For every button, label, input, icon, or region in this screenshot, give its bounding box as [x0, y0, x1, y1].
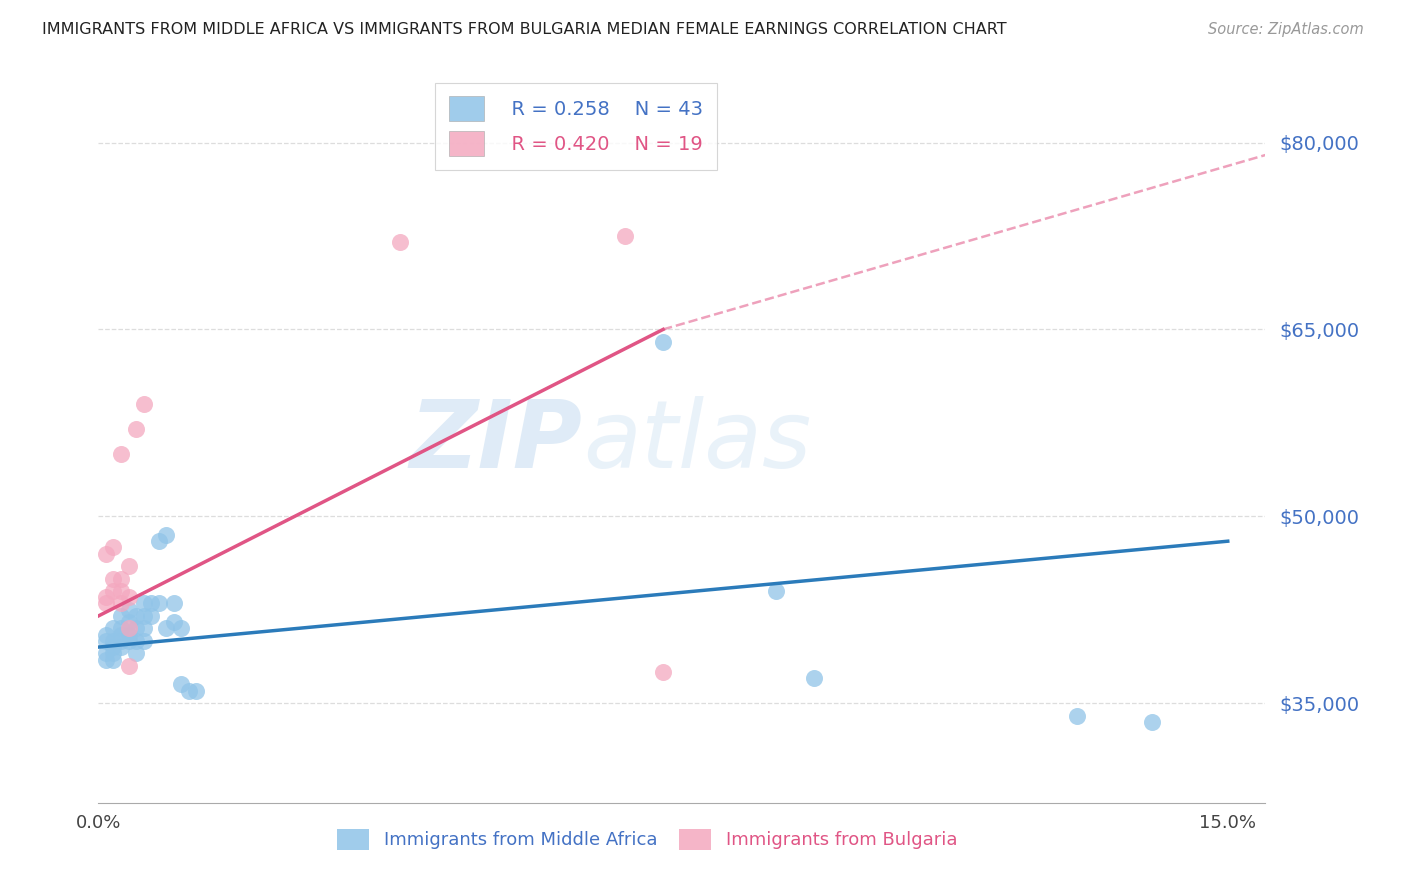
Point — [110, 447, 132, 461]
Point — [155, 621, 177, 635]
Point — [94, 652, 117, 666]
Point — [132, 633, 155, 648]
Point — [186, 683, 208, 698]
Point — [117, 615, 139, 630]
Point — [94, 646, 117, 660]
Point — [388, 235, 411, 250]
Point — [163, 597, 186, 611]
Point — [110, 640, 132, 654]
Point — [803, 671, 825, 685]
Point — [125, 633, 148, 648]
Point — [125, 646, 148, 660]
Point — [117, 559, 139, 574]
Point — [132, 597, 155, 611]
Point — [652, 334, 675, 349]
Point — [117, 591, 139, 605]
Point — [94, 597, 117, 611]
Text: IMMIGRANTS FROM MIDDLE AFRICA VS IMMIGRANTS FROM BULGARIA MEDIAN FEMALE EARNINGS: IMMIGRANTS FROM MIDDLE AFRICA VS IMMIGRA… — [42, 22, 1007, 37]
Point — [1142, 714, 1164, 729]
Point — [110, 609, 132, 624]
Point — [177, 683, 200, 698]
Point — [110, 627, 132, 641]
Point — [765, 584, 787, 599]
Text: ZIP: ZIP — [409, 395, 582, 488]
Point — [110, 621, 132, 635]
Point — [170, 677, 193, 691]
Point — [117, 627, 139, 641]
Point — [163, 615, 186, 630]
Point — [94, 627, 117, 641]
Point — [103, 621, 125, 635]
Point — [1066, 708, 1088, 723]
Point — [652, 665, 675, 679]
Point — [148, 534, 170, 549]
Point — [94, 591, 117, 605]
Legend: Immigrants from Middle Africa, Immigrants from Bulgaria: Immigrants from Middle Africa, Immigrant… — [328, 820, 966, 859]
Point — [117, 633, 139, 648]
Point — [125, 609, 148, 624]
Point — [110, 633, 132, 648]
Point — [103, 633, 125, 648]
Point — [117, 658, 139, 673]
Point — [103, 652, 125, 666]
Point — [148, 597, 170, 611]
Text: atlas: atlas — [582, 396, 811, 487]
Point — [103, 640, 125, 654]
Point — [103, 646, 125, 660]
Point — [94, 633, 117, 648]
Point — [103, 541, 125, 555]
Point — [125, 621, 148, 635]
Point — [132, 609, 155, 624]
Point — [132, 397, 155, 411]
Point — [170, 621, 193, 635]
Point — [139, 597, 162, 611]
Point — [94, 547, 117, 561]
Point — [614, 229, 637, 244]
Point — [110, 597, 132, 611]
Point — [132, 621, 155, 635]
Point — [139, 609, 162, 624]
Text: Source: ZipAtlas.com: Source: ZipAtlas.com — [1208, 22, 1364, 37]
Point — [110, 584, 132, 599]
Point — [125, 422, 148, 436]
Point — [117, 621, 139, 635]
Point — [110, 572, 132, 586]
Point — [103, 584, 125, 599]
Point — [117, 603, 139, 617]
Point — [103, 572, 125, 586]
Point — [155, 528, 177, 542]
